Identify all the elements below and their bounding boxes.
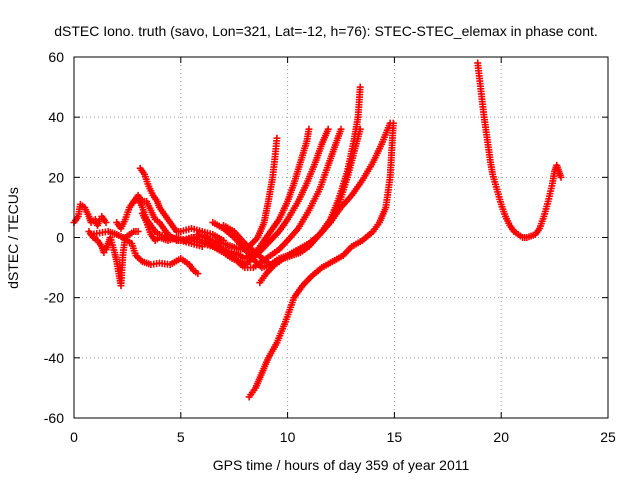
x-tick-label: 20 xyxy=(493,429,509,445)
x-tick-label: 15 xyxy=(387,429,403,445)
y-tick-label: 60 xyxy=(48,49,64,65)
x-tick-label: 25 xyxy=(600,429,616,445)
y-tick-label: -40 xyxy=(44,350,64,366)
y-tick-label: 0 xyxy=(56,230,64,246)
data-point xyxy=(273,134,281,142)
axis-ticks xyxy=(73,56,609,419)
y-tick-label: -60 xyxy=(44,410,64,426)
y-axis-label: dSTEC / TECUs xyxy=(5,187,21,289)
x-tick-label: 0 xyxy=(70,429,78,445)
x-tick-label: 5 xyxy=(177,429,185,445)
data-point xyxy=(389,119,397,127)
data-point xyxy=(324,125,332,133)
x-axis-tick-labels: 0 5 10 15 20 25 xyxy=(70,429,616,445)
data-point xyxy=(356,83,364,91)
x-axis-label: GPS time / hours of day 359 of year 2011 xyxy=(213,457,470,473)
data-point xyxy=(305,125,313,133)
chart-title: dSTEC Iono. truth (savo, Lon=321, Lat=-1… xyxy=(54,23,598,39)
data-point xyxy=(102,218,110,226)
data-point xyxy=(337,125,345,133)
data-point xyxy=(134,227,142,235)
data-series xyxy=(70,59,565,401)
y-tick-label: 20 xyxy=(48,169,64,185)
y-axis-tick-labels: -60 -40 -20 0 20 40 60 xyxy=(44,49,64,426)
data-point xyxy=(194,270,202,278)
data-point xyxy=(557,173,565,181)
x-tick-label: 10 xyxy=(280,429,296,445)
y-tick-label: 40 xyxy=(48,109,64,125)
y-tick-label: -20 xyxy=(44,290,64,306)
